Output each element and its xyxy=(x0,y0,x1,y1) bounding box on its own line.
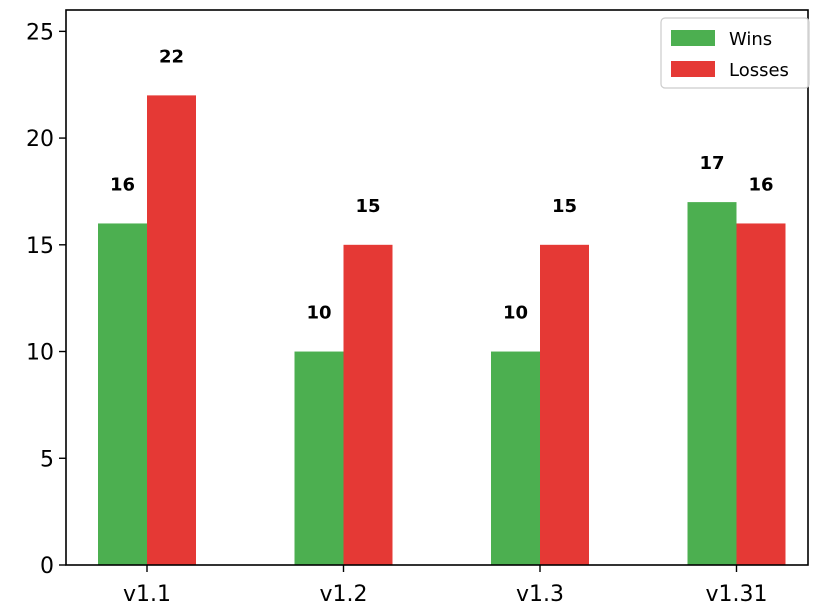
y-tick-label-0: 0 xyxy=(40,554,54,579)
data-label-wins-v1-31: 17 xyxy=(699,153,724,174)
legend-swatch-wins xyxy=(671,30,715,46)
axes-layer: 0 5 10 15 20 25 v1.1 v1.2 v1.3 v1.31 xyxy=(26,9,809,607)
data-label-wins-v1-2: 10 xyxy=(306,303,331,324)
data-label-losses-v1-1: 22 xyxy=(159,46,184,67)
bar-wins-v1-2 xyxy=(294,351,344,565)
legend: Wins Losses xyxy=(660,17,810,89)
legend-label-wins: Wins xyxy=(729,29,772,50)
legend-label-losses: Losses xyxy=(729,60,789,81)
y-tick-label-20: 20 xyxy=(26,127,54,152)
y-tick-label-15: 15 xyxy=(26,234,54,259)
data-label-losses-v1-3: 15 xyxy=(552,196,577,217)
data-labels-layer: 16 22 10 15 10 15 17 16 xyxy=(110,46,774,323)
data-label-wins-v1-1: 16 xyxy=(110,174,135,195)
data-label-losses-v1-2: 15 xyxy=(355,196,380,217)
legend-swatch-losses xyxy=(671,61,715,77)
y-tick-label-25: 25 xyxy=(26,20,54,45)
bar-losses-v1-3 xyxy=(540,244,589,566)
bar-wins-v1-31 xyxy=(687,202,737,565)
x-tick-label-v1-1: v1.1 xyxy=(123,582,171,607)
x-tick-label-v1-31: v1.31 xyxy=(705,582,767,607)
data-label-losses-v1-31: 16 xyxy=(748,174,773,195)
bars-layer xyxy=(98,95,786,566)
y-tick-label-10: 10 xyxy=(26,341,54,366)
data-label-wins-v1-3: 10 xyxy=(503,303,528,324)
axes-frame xyxy=(65,9,809,566)
bar-losses-v1-2 xyxy=(343,244,393,566)
bar-losses-v1-1 xyxy=(147,95,196,565)
bar-wins-v1-3 xyxy=(491,351,540,565)
bar-wins-v1-1 xyxy=(98,223,147,565)
x-tick-label-v1-2: v1.2 xyxy=(319,582,367,607)
y-tick-label-5: 5 xyxy=(40,447,54,472)
bar-losses-v1-31 xyxy=(736,223,786,565)
x-tick-label-v1-3: v1.3 xyxy=(516,582,564,607)
